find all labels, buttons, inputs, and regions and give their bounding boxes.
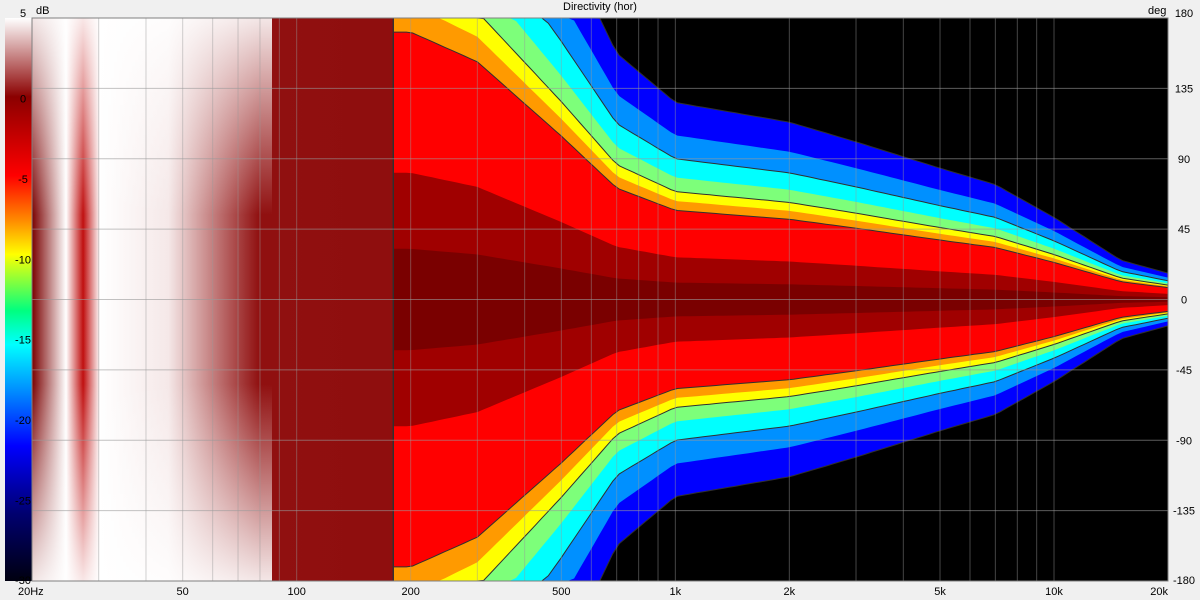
plot-frame [31, 17, 1169, 582]
x-tick-label: 2k [784, 586, 796, 598]
chart-title: Directivity (hor) [563, 1, 637, 13]
x-axis-tick-labels: 20Hz 50 100 200 500 1k 2k 5k 10k 20k [18, 586, 1168, 598]
colorbar-tick-label: -20 [15, 415, 31, 427]
contour-line [392, 31, 1168, 568]
colorbar-tick-label: 5 [20, 8, 26, 20]
x-tick-label: 50 [177, 586, 189, 598]
y-tick-label: -45 [1176, 365, 1192, 377]
contour-line [392, 18, 1168, 581]
colorbar-tick-label: -5 [18, 174, 28, 186]
x-tick-label: 5k [934, 586, 946, 598]
y-tick-label: -90 [1176, 435, 1192, 447]
y-tick-label: -135 [1173, 506, 1195, 518]
y-tick-label: 0 [1181, 295, 1187, 307]
x-tick-label: 20Hz [18, 586, 44, 598]
colorbar-tick-label: -30 [15, 575, 31, 587]
x-tick-label: 500 [552, 586, 570, 598]
y-axis-tick-labels: 180 135 90 45 0 -45 -90 -135 -180 [1173, 8, 1195, 587]
x-tick-label: 10k [1045, 586, 1063, 598]
x-tick-label: 20k [1150, 586, 1168, 598]
y-tick-label: 90 [1178, 154, 1190, 166]
x-tick-label: 100 [287, 586, 305, 598]
colorbar [5, 18, 32, 581]
contour-line [392, 18, 1168, 581]
colorbar-tick-label: -15 [15, 335, 31, 347]
colorbar-tick-label: 0 [20, 93, 26, 105]
colorbar-tick-label: -10 [15, 254, 31, 266]
colorbar-tick-labels: 5 0 -5 -10 -15 -20 -25 -30 [15, 8, 31, 587]
y-tick-label: 135 [1175, 83, 1193, 95]
y-axis-unit: deg [1148, 5, 1167, 17]
colorbar-unit: dB [36, 5, 50, 17]
colorbar-tick-label: -25 [15, 496, 31, 508]
y-tick-label: 180 [1175, 8, 1193, 20]
contour-lines [392, 18, 1168, 581]
x-tick-label: 1k [670, 586, 682, 598]
x-tick-label: 200 [401, 586, 419, 598]
y-tick-label: 45 [1178, 224, 1190, 236]
contour-line [392, 18, 1168, 581]
y-tick-label: -180 [1173, 575, 1195, 587]
